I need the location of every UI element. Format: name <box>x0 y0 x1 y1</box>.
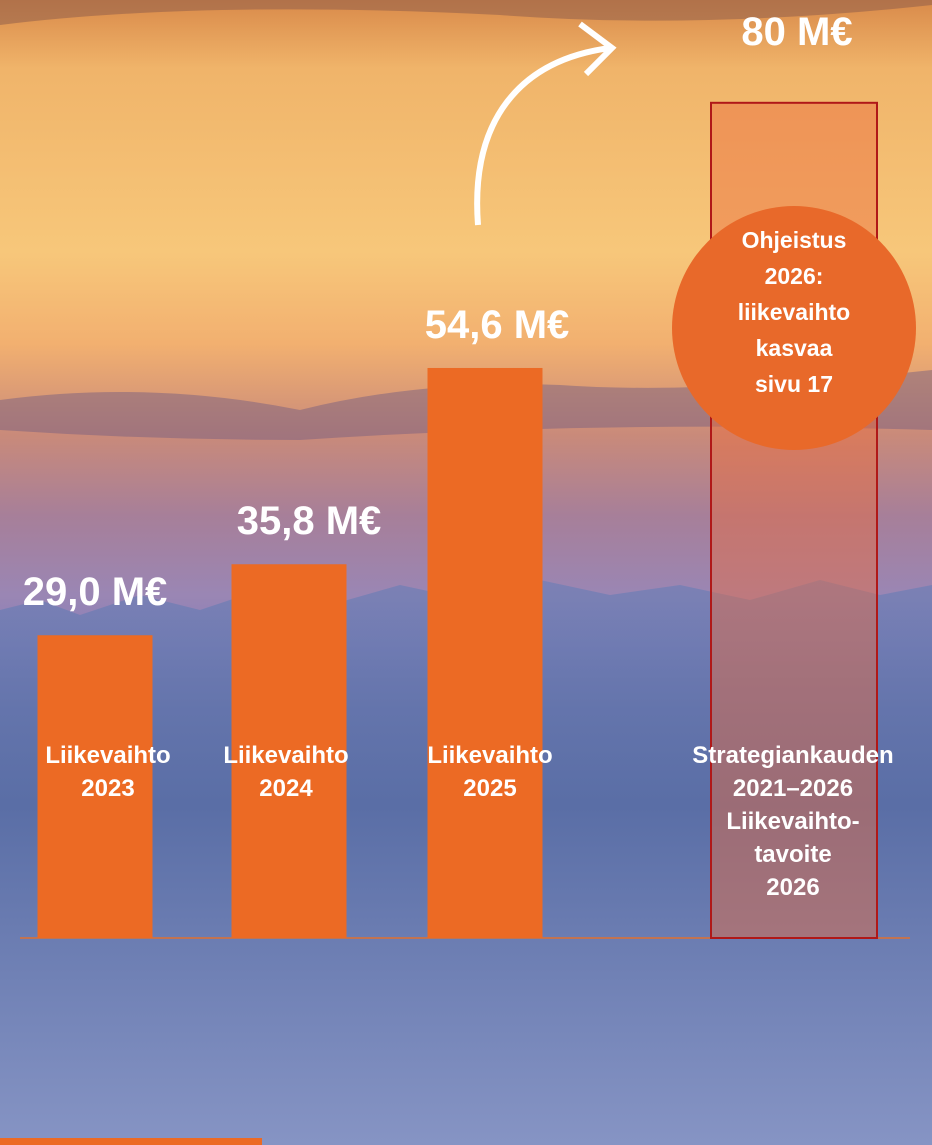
chart: 29,0 M€Liikevaihto202335,8 M€Liikevaihto… <box>0 0 932 1145</box>
accent-bar <box>0 1138 262 1145</box>
value-label: 80 M€ <box>741 10 852 54</box>
value-label: 29,0 M€ <box>23 570 168 614</box>
bar <box>428 368 543 938</box>
value-label: 35,8 M€ <box>237 499 382 543</box>
value-label: 54,6 M€ <box>425 303 570 347</box>
